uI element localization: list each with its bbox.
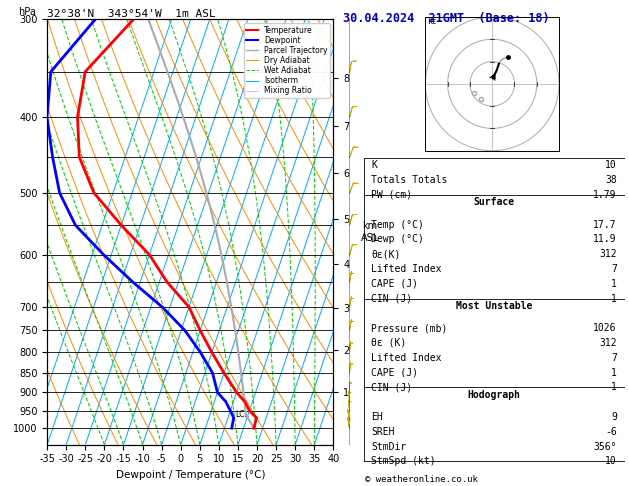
Text: 7: 7: [611, 264, 617, 274]
Text: Surface: Surface: [474, 197, 515, 208]
Text: LCL: LCL: [235, 410, 248, 419]
Text: 1: 1: [611, 367, 617, 378]
Text: 30.04.2024  21GMT  (Base: 18): 30.04.2024 21GMT (Base: 18): [343, 12, 549, 25]
Text: Lifted Index: Lifted Index: [371, 353, 442, 363]
Legend: Temperature, Dewpoint, Parcel Trajectory, Dry Adiabat, Wet Adiabat, Isotherm, Mi: Temperature, Dewpoint, Parcel Trajectory…: [244, 23, 330, 98]
Text: CIN (J): CIN (J): [371, 382, 413, 392]
Text: K: K: [371, 160, 377, 171]
X-axis label: Dewpoint / Temperature (°C): Dewpoint / Temperature (°C): [116, 470, 265, 480]
Text: 38: 38: [605, 175, 617, 185]
Text: 7: 7: [611, 353, 617, 363]
Text: Lifted Index: Lifted Index: [371, 264, 442, 274]
Text: PW (cm): PW (cm): [371, 190, 413, 200]
Text: 312: 312: [599, 249, 617, 259]
Text: kt: kt: [428, 17, 437, 26]
Text: 356°: 356°: [593, 442, 617, 451]
Y-axis label: km
ASL: km ASL: [361, 221, 379, 243]
Text: θε(K): θε(K): [371, 249, 401, 259]
Text: Pressure (mb): Pressure (mb): [371, 323, 448, 333]
Text: 10: 10: [605, 456, 617, 467]
Text: 312: 312: [599, 338, 617, 348]
Text: 10: 10: [605, 160, 617, 171]
Text: 1.79: 1.79: [593, 190, 617, 200]
Text: StmSpd (kt): StmSpd (kt): [371, 456, 436, 467]
Text: CAPE (J): CAPE (J): [371, 367, 418, 378]
Text: hPa: hPa: [18, 7, 36, 17]
Text: Hodograph: Hodograph: [467, 390, 521, 400]
Text: CAPE (J): CAPE (J): [371, 279, 418, 289]
Text: Dewp (°C): Dewp (°C): [371, 234, 425, 244]
Text: 17.7: 17.7: [593, 220, 617, 229]
Text: 32°38'N  343°54'W  1m ASL: 32°38'N 343°54'W 1m ASL: [47, 9, 216, 18]
Text: 1: 1: [611, 279, 617, 289]
Text: Temp (°C): Temp (°C): [371, 220, 425, 229]
Text: CIN (J): CIN (J): [371, 294, 413, 304]
Text: StmDir: StmDir: [371, 442, 406, 451]
Text: 11.9: 11.9: [593, 234, 617, 244]
Text: Totals Totals: Totals Totals: [371, 175, 448, 185]
Text: 1: 1: [611, 294, 617, 304]
Text: θε (K): θε (K): [371, 338, 406, 348]
Text: Most Unstable: Most Unstable: [456, 301, 532, 311]
Text: EH: EH: [371, 412, 383, 422]
Text: 9: 9: [611, 412, 617, 422]
Text: © weatheronline.co.uk: © weatheronline.co.uk: [365, 474, 477, 484]
Text: 1026: 1026: [593, 323, 617, 333]
Text: 1: 1: [611, 382, 617, 392]
Text: -6: -6: [605, 427, 617, 437]
Text: SREH: SREH: [371, 427, 395, 437]
